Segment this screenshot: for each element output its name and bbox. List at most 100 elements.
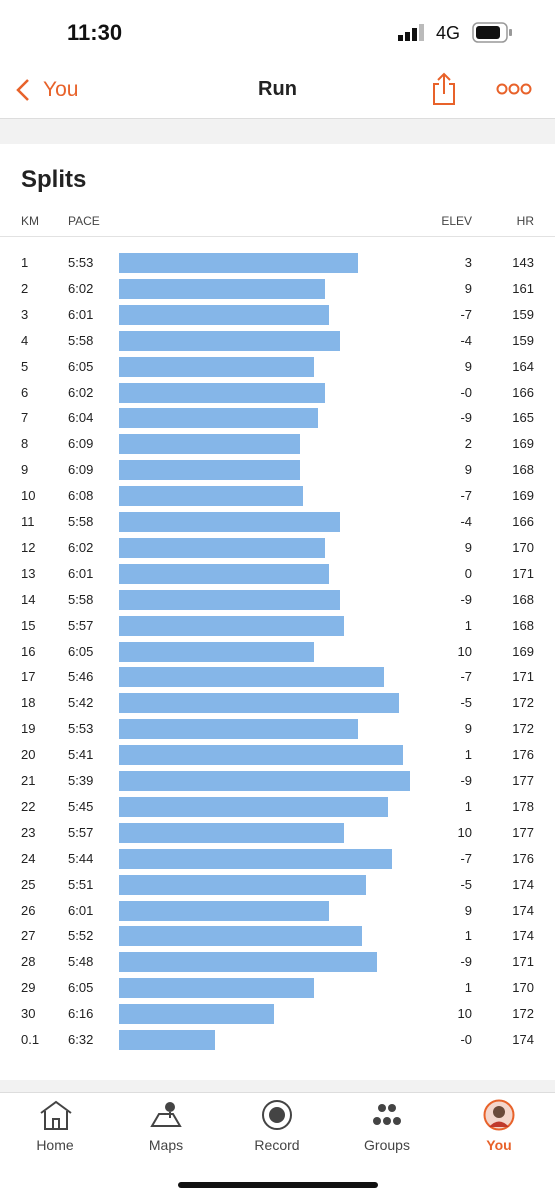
tab-label[interactable]: Record (254, 1137, 300, 1153)
km-cell: 4 (21, 332, 29, 348)
km-cell: 12 (21, 539, 36, 555)
km-cell: 20 (21, 747, 36, 763)
back-label[interactable]: You (43, 78, 79, 101)
km-cell: 19 (21, 721, 36, 737)
column-header: KM (21, 214, 39, 228)
pace-bar (119, 278, 326, 299)
km-cell: 8 (21, 436, 29, 452)
tab-label[interactable]: Home (36, 1137, 74, 1153)
elev-cell: -0 (460, 1032, 472, 1047)
share-button[interactable] (430, 72, 458, 106)
pace-bar (119, 537, 326, 558)
pace-cell: 5:58 (68, 591, 94, 607)
km-cell: 28 (21, 954, 36, 970)
hr-cell: 177 (512, 773, 534, 788)
elev-cell: 9 (464, 902, 472, 918)
pace-bar (119, 460, 300, 481)
home-indicator (178, 1182, 378, 1188)
pace-bar (119, 667, 385, 688)
pace-bar (119, 408, 318, 429)
elev-cell: -9 (460, 954, 472, 970)
elev-cell: -4 (460, 514, 472, 529)
pace-cell: 6:05 (68, 643, 94, 659)
column-header: ELEV (441, 214, 472, 228)
pace-bar (119, 589, 341, 610)
km-cell: 14 (21, 591, 36, 607)
pace-cell: 5:57 (68, 617, 94, 633)
elev-cell: -9 (460, 773, 472, 788)
km-cell: 29 (21, 980, 36, 996)
pace-bar (119, 563, 330, 584)
km-cell: 18 (21, 695, 36, 711)
elev-cell: -5 (460, 695, 472, 711)
elev-cell: 2 (464, 436, 472, 452)
hr-cell: 172 (512, 721, 534, 737)
km-cell: 21 (21, 773, 36, 788)
tab-bar (0, 1092, 555, 1200)
pace-bar (119, 719, 359, 740)
hr-cell: 168 (512, 591, 534, 607)
elev-cell: -4 (460, 332, 472, 348)
network-label: 4G (436, 23, 461, 43)
km-cell: 6 (21, 384, 29, 400)
record-icon[interactable] (261, 1099, 293, 1131)
elev-cell: 1 (464, 928, 472, 944)
tab-label[interactable]: You (486, 1137, 512, 1153)
km-cell: 5 (21, 358, 29, 374)
elev-cell: 1 (464, 980, 472, 996)
more-button[interactable] (496, 82, 532, 96)
you-avatar[interactable] (483, 1099, 515, 1131)
elev-cell: 1 (464, 798, 472, 814)
pace-cell: 6:16 (68, 1006, 94, 1022)
elev-cell: 1 (464, 747, 472, 763)
km-cell: 16 (21, 643, 36, 659)
pace-cell: 6:02 (68, 539, 94, 555)
pace-bar (119, 796, 388, 817)
header-rule (0, 236, 555, 237)
km-cell: 9 (21, 462, 29, 478)
pace-bar (119, 304, 330, 325)
pace-bar (119, 330, 341, 351)
km-cell: 0.1 (21, 1032, 40, 1047)
pace-bar (119, 745, 403, 766)
elev-cell: 10 (457, 643, 472, 659)
hr-cell: 174 (512, 928, 534, 944)
hr-cell: 168 (512, 617, 534, 633)
back-arrow[interactable] (14, 78, 34, 102)
pace-bar (119, 693, 399, 714)
km-cell: 25 (21, 876, 36, 892)
pace-cell: 5:58 (68, 332, 94, 348)
pace-cell: 5:45 (68, 798, 94, 814)
hr-cell: 159 (512, 332, 534, 348)
elev-cell: -7 (460, 488, 472, 504)
pace-cell: 5:53 (68, 721, 94, 737)
status-time: 11:30 (67, 20, 123, 45)
pace-bar (119, 382, 326, 403)
nav-title: Run (258, 78, 297, 100)
hr-cell: 159 (512, 306, 534, 322)
pace-cell: 6:09 (68, 436, 94, 452)
hr-cell: 169 (512, 436, 534, 452)
hr-cell: 178 (512, 798, 534, 814)
groups-icon[interactable] (373, 1103, 401, 1127)
hr-cell: 177 (512, 824, 534, 840)
pace-cell: 6:02 (68, 280, 94, 296)
km-cell: 10 (21, 488, 36, 504)
hr-cell: 170 (512, 980, 534, 996)
hr-cell: 166 (512, 384, 534, 400)
hr-cell: 176 (512, 747, 534, 763)
km-cell: 24 (21, 850, 36, 866)
pace-bar (119, 1030, 215, 1050)
pace-bar (119, 512, 341, 532)
column-header: HR (516, 214, 534, 228)
tab-label[interactable]: Groups (364, 1137, 410, 1153)
tab-label[interactable]: Maps (148, 1137, 184, 1153)
home-icon[interactable] (38, 1099, 74, 1131)
maps-icon[interactable] (150, 1100, 182, 1130)
pace-cell: 6:01 (68, 565, 94, 581)
elev-cell: 3 (464, 255, 472, 270)
elev-cell: -9 (460, 591, 472, 607)
elev-cell: 10 (457, 824, 472, 840)
hr-cell: 171 (512, 565, 534, 581)
hr-cell: 176 (512, 850, 534, 866)
